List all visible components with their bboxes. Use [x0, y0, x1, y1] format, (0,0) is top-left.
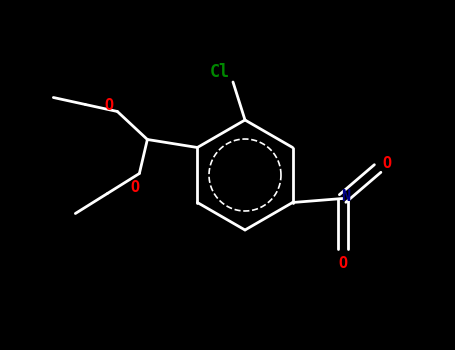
Text: N: N [341, 189, 350, 204]
Text: O: O [338, 256, 347, 271]
Text: O: O [105, 98, 114, 113]
Text: Cl: Cl [210, 63, 230, 81]
Text: O: O [382, 156, 391, 171]
Text: O: O [131, 180, 140, 195]
